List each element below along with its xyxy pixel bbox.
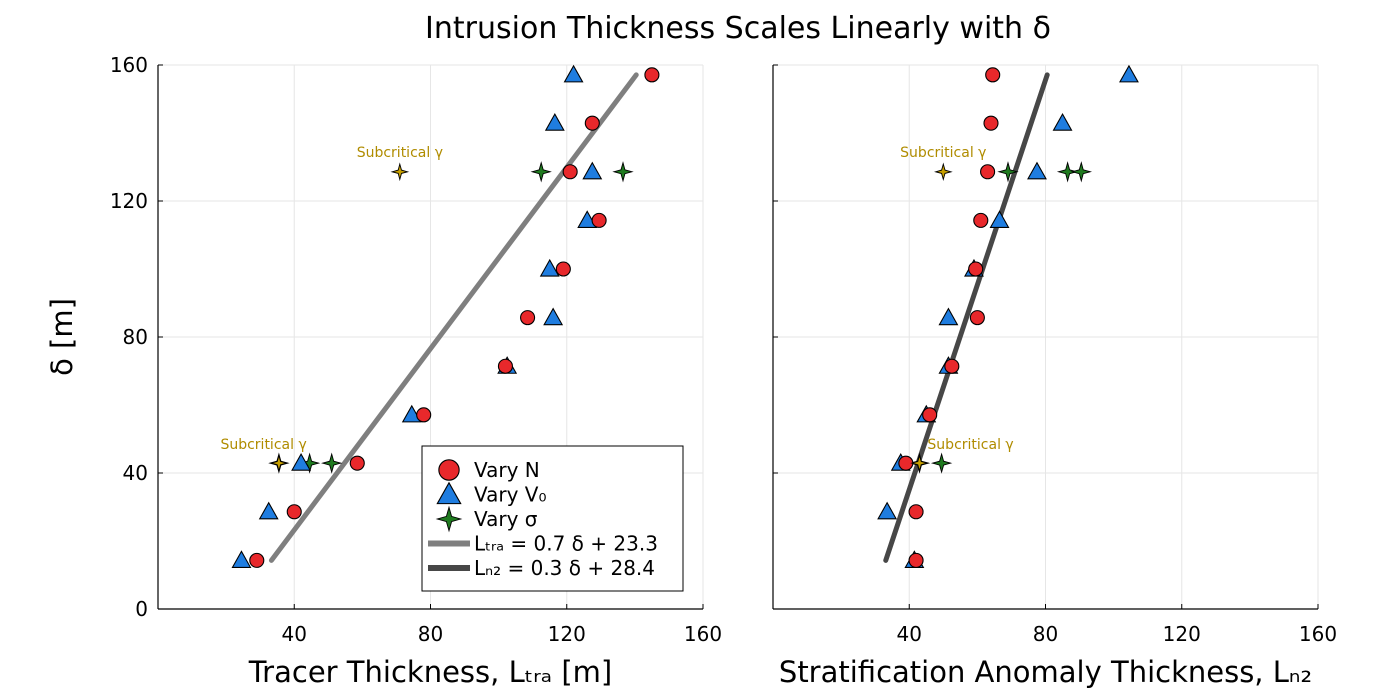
legend-label-fit-n2: Lₙ₂ = 0.3 δ + 28.4 [474, 556, 655, 580]
chart-title: Intrusion Thickness Scales Linearly with… [425, 11, 1051, 46]
point-vary-v0 [291, 453, 312, 471]
point-vary-n [591, 212, 607, 228]
x-tick-label: 40 [282, 622, 307, 646]
point-vary-n [968, 261, 984, 277]
point-vary-n [497, 358, 513, 374]
x-axis-label: Tracer Thickness, Lₜᵣₐ [m] [248, 655, 613, 689]
legend-label-vary-sigma: Vary σ [474, 507, 538, 531]
legend-label-vary-n: Vary N [474, 458, 540, 482]
y-tick-label: 120 [110, 189, 148, 213]
point-vary-n [922, 407, 938, 423]
y-tick-label: 0 [135, 597, 148, 621]
x-tick-label: 120 [1163, 622, 1201, 646]
y-tick-label: 160 [110, 53, 148, 77]
point-vary-v0 [543, 307, 564, 326]
legend-swatch-vary-v0 [436, 481, 462, 505]
point-vary-n [249, 552, 265, 568]
point-vary-n [416, 407, 432, 423]
point-vary-n [908, 552, 924, 568]
x-tick-label: 160 [1299, 622, 1337, 646]
point-vary-n [944, 358, 960, 374]
point-vary-n [349, 455, 365, 471]
point-vary-n [983, 115, 999, 131]
point-subcritical [269, 453, 289, 473]
point-vary-n [520, 310, 536, 326]
point-vary-v0 [938, 307, 959, 326]
annotation-subcritical: Subcritical γ [220, 437, 306, 453]
x-axis-label: Stratification Anomaly Thickness, Lₙ₂ [779, 655, 1312, 689]
point-vary-sigma [612, 161, 634, 183]
fit-line-fit-n2 [883, 72, 1050, 563]
point-vary-v0 [989, 210, 1010, 228]
annotation-subcritical: Subcritical γ [357, 145, 443, 161]
x-tick-label: 80 [1033, 622, 1058, 646]
point-vary-sigma [1056, 161, 1079, 183]
point-vary-v0 [1052, 113, 1073, 131]
point-vary-v0 [563, 64, 584, 83]
point-vary-n [973, 212, 989, 228]
legend-label-vary-v0: Vary V₀ [474, 483, 547, 507]
point-vary-n [555, 261, 571, 277]
annotation-subcritical: Subcritical γ [927, 437, 1013, 453]
point-subcritical [390, 162, 410, 182]
panel-2: 40 80 120 160 Stratification Anomaly Thickne… [772, 64, 1337, 689]
y-tick-label: 80 [123, 325, 148, 349]
point-vary-n [644, 67, 660, 83]
point-vary-v0 [231, 550, 252, 568]
point-vary-v0 [544, 113, 565, 131]
point-vary-n [980, 164, 996, 180]
x-tick-label: 80 [418, 622, 443, 646]
y-axis-label: δ [m] [45, 298, 79, 376]
point-vary-sigma [997, 161, 1019, 183]
point-vary-v0 [539, 258, 560, 277]
point-vary-n [908, 504, 924, 520]
y-tick-label: 40 [123, 461, 148, 485]
legend-swatch-vary-n [438, 459, 460, 481]
legend-label-fit-tra: Lₜᵣₐ = 0.7 δ + 23.3 [474, 532, 658, 556]
point-vary-v0 [258, 501, 279, 520]
point-vary-n [562, 164, 578, 180]
point-vary-n [584, 115, 600, 131]
x-tick-label: 40 [897, 622, 922, 646]
point-subcritical [910, 453, 929, 473]
point-vary-sigma [930, 452, 953, 474]
point-vary-n [286, 504, 302, 520]
legend-swatch-vary-sigma [435, 505, 463, 533]
point-vary-n [969, 310, 985, 326]
point-vary-v0 [582, 161, 603, 180]
point-vary-sigma [1070, 161, 1092, 183]
x-tick-label: 160 [684, 622, 722, 646]
point-vary-n [985, 67, 1001, 83]
point-vary-sigma [321, 452, 343, 474]
point-vary-v0 [877, 501, 898, 520]
annotation-subcritical: Subcritical γ [900, 145, 986, 161]
fit-line-fit-tra [268, 72, 639, 563]
point-subcritical [934, 162, 953, 182]
x-tick-label: 120 [548, 622, 586, 646]
point-vary-sigma [530, 161, 552, 183]
panel-1: 40 80 120 160 0 40 80 120 160 Tracer Thickness, L… [45, 53, 722, 689]
point-vary-v0 [1027, 161, 1047, 180]
point-vary-v0 [1119, 64, 1139, 83]
